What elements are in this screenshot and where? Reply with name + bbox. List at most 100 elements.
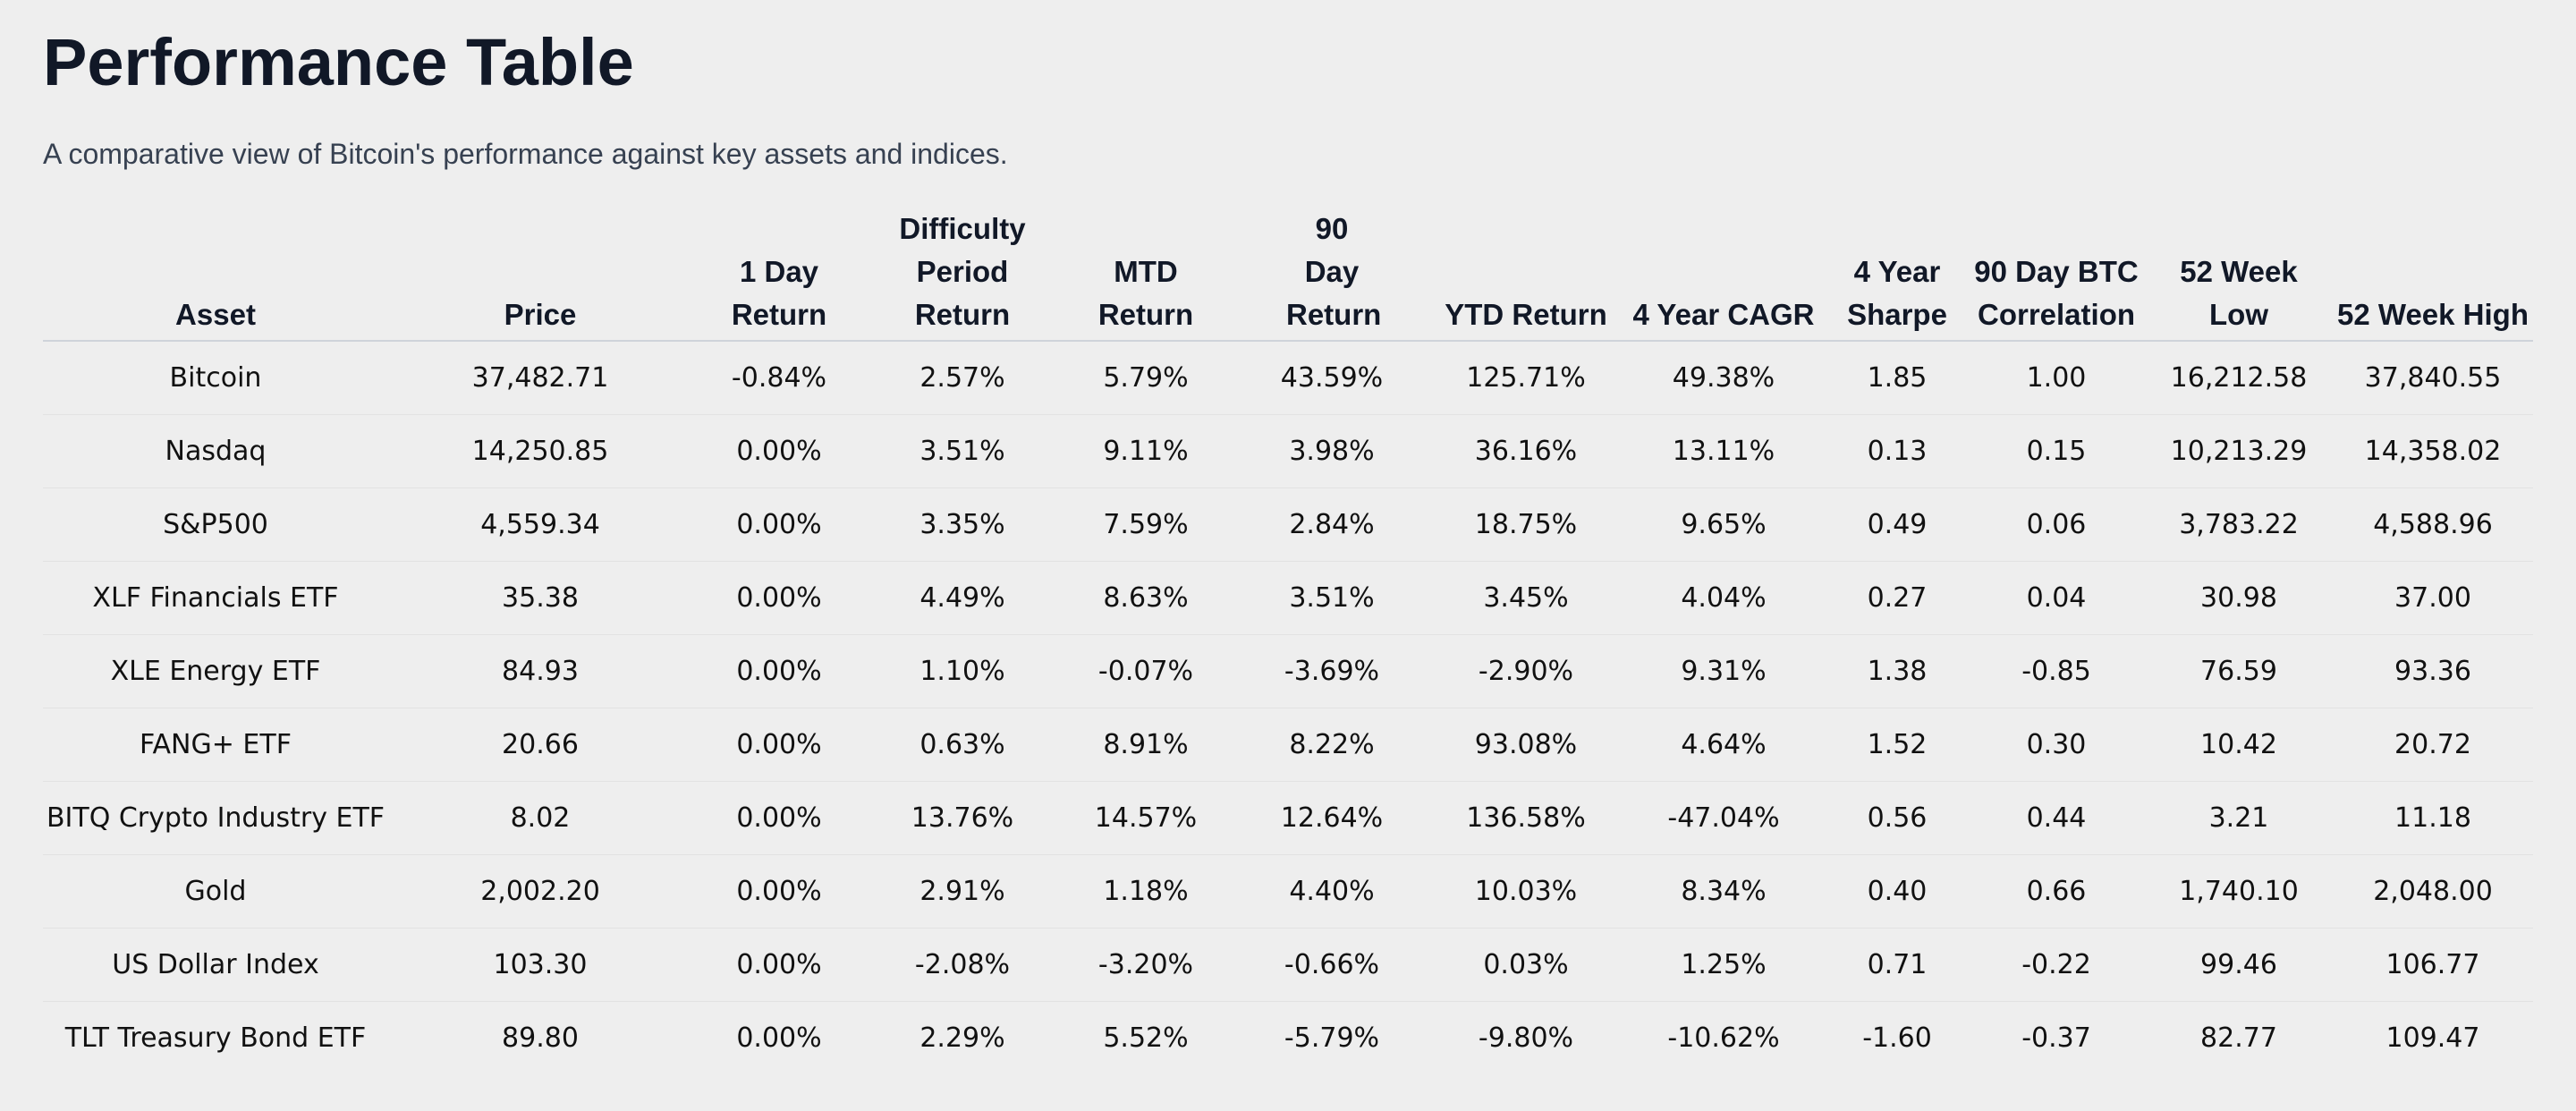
cell-52-week-high: 109.47 <box>2385 1022 2480 1054</box>
cell-asset: Nasdaq <box>43 414 388 488</box>
table-row: S&P500 4,559.34 0.00% 3.35% 7.59% 2.84% 18.75%… <box>43 488 2533 562</box>
cell-ytd-return: 93.08% <box>1431 708 1621 782</box>
cell-ytd-return: 18.75% <box>1431 488 1621 562</box>
cell-4-year-cagr: 13.11% <box>1621 414 1826 488</box>
table-body: Bitcoin 37,482.71 -0.84% 2.57% 5.79% 43.59% 12… <box>43 341 2533 1074</box>
table-row: XLE Energy ETF 84.93 0.00% 1.10% -0.07% -3.69… <box>43 634 2533 708</box>
performance-table: Asset Price 1 Day Return Difficulty Peri… <box>43 208 2533 1074</box>
cell-price: 35.38 <box>388 561 692 635</box>
cell-mtd-return: 8.63% <box>1059 561 1233 635</box>
table-row: BITQ Crypto Industry ETF 8.02 0.00% 13.76% 1… <box>43 781 2533 855</box>
cell-4-year-sharpe: 1.52 <box>1826 708 1968 782</box>
table-row: Nasdaq 14,250.85 0.00% 3.51% 9.11% 3.98% 36.16… <box>43 414 2533 488</box>
header-ytd-return: YTD Return <box>1431 208 1621 342</box>
cell-asset: XLE Energy ETF <box>43 634 388 708</box>
cell-mtd-return: -3.20% <box>1059 928 1233 1002</box>
cell-52-week-high: 37.00 <box>2333 561 2533 635</box>
cell-difficulty-period-return: 3.51% <box>866 414 1059 488</box>
cell-mtd-return: -0.07% <box>1059 634 1233 708</box>
cell-4-year-sharpe: 0.13 <box>1826 414 1968 488</box>
cell-90-day-return: 8.22% <box>1233 708 1431 782</box>
cell-ytd-return: 0.03% <box>1431 928 1621 1002</box>
cell-price: 89.80 <box>502 1022 579 1054</box>
cell-52-week-high: 37,840.55 <box>2333 341 2533 415</box>
cell-price: 103.30 <box>388 928 692 1002</box>
cell-90-day-return: 4.40% <box>1233 854 1431 929</box>
cell-price: 14,250.85 <box>388 414 692 488</box>
cell-52-week-low: 16,212.58 <box>2145 341 2333 415</box>
cell-asset: Gold <box>43 854 388 929</box>
cell-90-day-return: -0.66% <box>1233 928 1431 1002</box>
cell-difficulty-period-return: 3.35% <box>866 488 1059 562</box>
cell-1-day-return: 0.00% <box>692 854 866 929</box>
cell-ytd-return: -9.80% <box>1478 1022 1574 1054</box>
cell-52-week-low: 99.46 <box>2145 928 2333 1002</box>
cell-1-day-return: 0.00% <box>692 414 866 488</box>
cell-price: 20.66 <box>388 708 692 782</box>
header-52-week-high: 52 Week High <box>2333 208 2533 342</box>
cell-90-day-btc-correlation: 0.04 <box>1968 561 2145 635</box>
cell-52-week-high: 2,048.00 <box>2333 854 2533 929</box>
cell-1-day-return: 0.00% <box>692 928 866 1002</box>
cell-4-year-cagr: 9.31% <box>1621 634 1826 708</box>
cell-4-year-sharpe: 1.85 <box>1826 341 1968 415</box>
header-price: Price <box>388 208 692 342</box>
cell-52-week-low: 76.59 <box>2145 634 2333 708</box>
cell-mtd-return: 9.11% <box>1059 414 1233 488</box>
cell-1-day-return: 0.00% <box>692 561 866 635</box>
cell-ytd-return: 136.58% <box>1431 781 1621 855</box>
header-1-day-return: 1 Day Return <box>692 208 866 342</box>
table-row: US Dollar Index 103.30 0.00% -2.08% -3.20% -0… <box>43 928 2533 1002</box>
cell-ytd-return: 36.16% <box>1431 414 1621 488</box>
cell-asset: US Dollar Index <box>43 928 388 1002</box>
cell-difficulty-period-return: 2.57% <box>866 341 1059 415</box>
cell-52-week-low: 82.77 <box>2200 1022 2277 1054</box>
cell-asset: BITQ Crypto Industry ETF <box>43 781 388 855</box>
cell-90-day-return: 43.59% <box>1233 341 1431 415</box>
cell-90-day-btc-correlation: 0.44 <box>1968 781 2145 855</box>
cell-mtd-return: 14.57% <box>1059 781 1233 855</box>
cell-ytd-return: 3.45% <box>1431 561 1621 635</box>
cell-90-day-return: -5.79% <box>1284 1022 1380 1054</box>
cell-difficulty-period-return: 4.49% <box>866 561 1059 635</box>
table-row: FANG+ ETF 20.66 0.00% 0.63% 8.91% 8.22% 93.08%… <box>43 708 2533 782</box>
cell-4-year-sharpe: 0.56 <box>1826 781 1968 855</box>
cell-52-week-high: 11.18 <box>2333 781 2533 855</box>
cell-difficulty-period-return: 13.76% <box>866 781 1059 855</box>
cell-4-year-cagr: -47.04% <box>1621 781 1826 855</box>
cell-price: 84.93 <box>388 634 692 708</box>
header-asset: Asset <box>43 208 388 342</box>
cell-4-year-cagr: 4.64% <box>1621 708 1826 782</box>
header-mtd-return: MTD Return <box>1059 208 1233 342</box>
cell-difficulty-period-return: 1.10% <box>866 634 1059 708</box>
cell-90-day-return: -3.69% <box>1233 634 1431 708</box>
page-title: Performance Table <box>43 25 634 99</box>
cell-asset: Bitcoin <box>43 341 388 415</box>
cell-1-day-return: -0.84% <box>692 341 866 415</box>
cell-difficulty-period-return: 0.63% <box>866 708 1059 782</box>
table-row: XLF Financials ETF 35.38 0.00% 4.49% 8.63% 3.… <box>43 561 2533 635</box>
cell-52-week-high: 20.72 <box>2333 708 2533 782</box>
cell-4-year-cagr: 9.65% <box>1621 488 1826 562</box>
table-row: Gold 2,002.20 0.00% 2.91% 1.18% 4.40% 10.03% 8.… <box>43 854 2533 929</box>
cell-52-week-low: 30.98 <box>2145 561 2333 635</box>
cell-90-day-btc-correlation: -0.85 <box>1968 634 2145 708</box>
cell-4-year-cagr: 49.38% <box>1621 341 1826 415</box>
cell-asset: FANG+ ETF <box>43 708 388 782</box>
cell-mtd-return: 7.59% <box>1059 488 1233 562</box>
cell-asset: TLT Treasury Bond ETF <box>64 1022 367 1054</box>
cell-90-day-btc-correlation: 1.00 <box>1968 341 2145 415</box>
cell-52-week-low: 1,740.10 <box>2145 854 2333 929</box>
cell-4-year-cagr: 4.04% <box>1621 561 1826 635</box>
cell-asset: S&P500 <box>43 488 388 562</box>
cell-52-week-high: 4,588.96 <box>2333 488 2533 562</box>
cell-mtd-return: 1.18% <box>1059 854 1233 929</box>
cell-90-day-return: 2.84% <box>1233 488 1431 562</box>
cell-90-day-btc-correlation: 0.15 <box>1968 414 2145 488</box>
cell-52-week-low: 10,213.29 <box>2145 414 2333 488</box>
cell-90-day-btc-correlation: 0.06 <box>1968 488 2145 562</box>
cell-4-year-sharpe: 0.40 <box>1826 854 1968 929</box>
cell-4-year-sharpe: 0.49 <box>1826 488 1968 562</box>
cell-ytd-return: -2.90% <box>1431 634 1621 708</box>
cell-90-day-return: 12.64% <box>1233 781 1431 855</box>
